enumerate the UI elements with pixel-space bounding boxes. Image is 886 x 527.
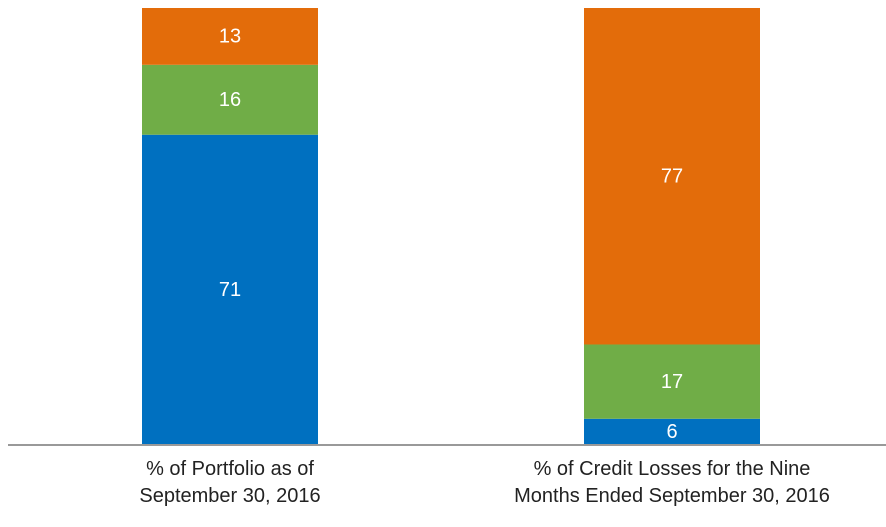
data-label: 16 (219, 89, 241, 111)
data-label: 77 (661, 166, 683, 188)
bar-segment (584, 344, 760, 419)
bar-segment (142, 8, 318, 65)
data-label: 13 (219, 26, 241, 48)
bar-segment (142, 134, 318, 446)
data-label: 71 (219, 279, 241, 301)
x-tick-label: % of Credit Losses for the Nine Months E… (514, 458, 830, 507)
x-tick-label: % of Portfolio as of September 30, 2016 (139, 458, 321, 507)
bar-segment (584, 8, 760, 345)
bar-segment (142, 64, 318, 135)
bar-segment (584, 418, 760, 445)
data-label: 17 (661, 371, 683, 393)
data-label: 6 (666, 421, 677, 443)
